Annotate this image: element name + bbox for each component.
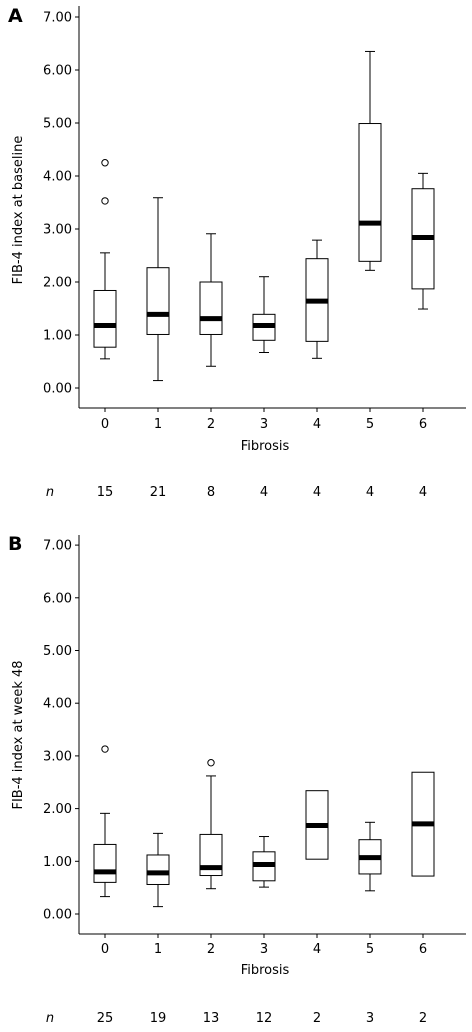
y-tick-label: 2.00	[43, 802, 72, 817]
box-group-3	[252, 836, 276, 888]
box-iqr	[358, 123, 382, 262]
x-tick-label: 0	[101, 942, 109, 957]
x-tick-label: 6	[419, 417, 427, 432]
box-iqr	[93, 289, 117, 348]
y-axis-title: FIB-4 index at baseline	[11, 136, 26, 285]
n-value: 19	[150, 1011, 167, 1026]
box-group-3	[252, 276, 276, 353]
outlier-point	[101, 745, 109, 753]
y-tick-label: 2.00	[43, 276, 72, 291]
x-tick-label: 4	[313, 942, 321, 957]
x-tick-label: 1	[154, 942, 162, 957]
box-group-0	[93, 159, 117, 360]
y-tick-label: 4.00	[43, 170, 72, 185]
n-value: 12	[256, 1011, 273, 1026]
n-value: 13	[203, 1011, 220, 1026]
box-group-4	[305, 790, 329, 860]
y-tick-label: 4.00	[43, 697, 72, 712]
box-group-6	[411, 172, 435, 310]
n-value: 4	[313, 485, 321, 500]
box-group-0	[93, 745, 117, 898]
n-value: 3	[366, 1011, 374, 1026]
box-group-2	[199, 233, 223, 367]
box-iqr	[146, 854, 170, 885]
y-tick-label: 5.00	[43, 117, 72, 132]
y-tick-label: 0.00	[43, 382, 72, 397]
x-tick-label: 1	[154, 417, 162, 432]
n-value: 8	[207, 485, 215, 500]
x-tick-label: 2	[207, 417, 215, 432]
y-tick-label: 7.00	[43, 539, 72, 554]
x-axis-title: Fibrosis	[241, 963, 290, 978]
box-group-5	[358, 821, 382, 892]
x-tick-label: 5	[366, 942, 374, 957]
n-value: 4	[419, 485, 427, 500]
box-group-5	[358, 50, 382, 271]
panel-label: A	[8, 5, 23, 27]
x-tick-label: 3	[260, 417, 268, 432]
n-value: 15	[97, 485, 114, 500]
y-tick-label: 1.00	[43, 329, 72, 344]
y-tick-label: 5.00	[43, 644, 72, 659]
n-label: n	[46, 485, 54, 500]
y-tick-label: 6.00	[43, 64, 72, 79]
y-tick-label: 7.00	[43, 11, 72, 26]
n-label: n	[46, 1011, 54, 1026]
x-tick-label: 0	[101, 417, 109, 432]
y-tick-label: 1.00	[43, 855, 72, 870]
n-value: 2	[419, 1011, 427, 1026]
n-value: 2	[313, 1011, 321, 1026]
y-tick-label: 3.00	[43, 223, 72, 238]
panel-label: B	[8, 533, 22, 555]
n-value: 4	[366, 485, 374, 500]
y-tick-label: 0.00	[43, 908, 72, 923]
x-tick-label: 5	[366, 417, 374, 432]
n-value: 25	[97, 1011, 114, 1026]
y-axis-title: FIB-4 index at week 48	[11, 660, 26, 809]
x-tick-label: 4	[313, 417, 321, 432]
box-group-6	[411, 771, 435, 877]
x-tick-label: 2	[207, 942, 215, 957]
n-value: 4	[260, 485, 268, 500]
panel-a: A 0.00 1.00 2.00 3.00 4.00 5.00 6.00 7.00 FIB-4 i…	[8, 5, 466, 500]
n-value: 21	[150, 485, 167, 500]
box-group-2	[199, 759, 223, 890]
box-iqr	[146, 267, 170, 335]
y-tick-label: 3.00	[43, 749, 72, 764]
x-tick-label: 6	[419, 942, 427, 957]
y-tick-label: 6.00	[43, 591, 72, 606]
box-iqr	[199, 281, 223, 335]
box-group-4	[305, 239, 329, 359]
outlier-point	[101, 159, 109, 167]
box-group-1	[146, 832, 170, 908]
x-tick-label: 3	[260, 942, 268, 957]
box-group-1	[146, 197, 170, 382]
outlier-point	[207, 759, 215, 767]
x-axis-title: Fibrosis	[241, 439, 290, 454]
panel-b: B 0.00 1.00 2.00 3.00 4.00 5.00 6.00 7.00 FIB-4 i…	[8, 533, 466, 1026]
outlier-point	[101, 197, 109, 205]
box-iqr	[93, 843, 117, 883]
